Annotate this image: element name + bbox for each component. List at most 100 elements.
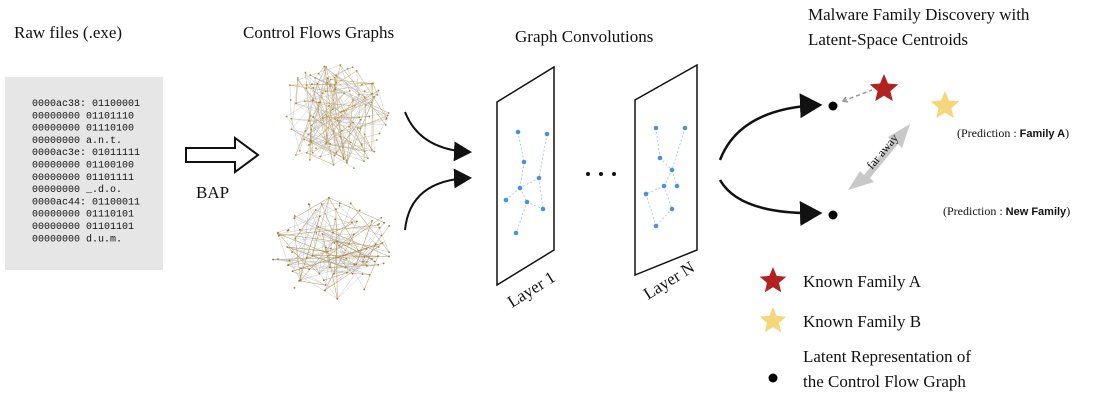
- node: [309, 159, 311, 161]
- edge: [337, 274, 362, 299]
- flow-arrow: [405, 112, 470, 152]
- latent-point: [829, 102, 838, 111]
- star: [760, 267, 787, 292]
- node: [334, 154, 336, 156]
- hex-line: 00000000 01110101: [32, 210, 134, 221]
- node: [324, 289, 326, 291]
- node: [359, 209, 361, 211]
- node: [380, 217, 382, 219]
- node: [327, 251, 329, 253]
- node: [310, 141, 312, 143]
- node: [320, 156, 322, 158]
- edge: [366, 95, 378, 105]
- bap-arrow: [186, 138, 258, 172]
- node: [325, 90, 327, 92]
- conv-title: Graph Convolutions: [515, 27, 653, 46]
- legend-label: Latent Representation of: [803, 347, 971, 366]
- node: [347, 68, 349, 70]
- node: [312, 152, 314, 154]
- node: [312, 254, 314, 256]
- node: [346, 272, 348, 274]
- node: [333, 273, 335, 275]
- node: [294, 287, 296, 289]
- node: [298, 280, 300, 282]
- node: [306, 84, 308, 86]
- star: [931, 91, 960, 118]
- raw-title: Raw files (.exe): [14, 23, 122, 42]
- layer-node: [518, 186, 523, 191]
- edge: [291, 129, 353, 168]
- latent-point: [829, 211, 838, 220]
- hex-line: 0000ac3e: 01011111: [32, 148, 140, 159]
- hex-line: 00000000 01110100: [32, 124, 134, 135]
- edge: [292, 271, 325, 285]
- node: [350, 142, 352, 144]
- node: [289, 84, 291, 86]
- node: [315, 232, 317, 234]
- hex-line: 00000000 _.d.o.: [32, 184, 122, 196]
- node: [305, 130, 307, 132]
- near-arrow: [843, 90, 872, 101]
- node: [306, 152, 308, 154]
- prediction-prefix: (Prediction :: [957, 126, 1017, 140]
- cfg-graph: [272, 197, 390, 300]
- node: [380, 235, 382, 237]
- node: [286, 246, 288, 248]
- node: [342, 146, 344, 148]
- node: [277, 258, 279, 260]
- node: [308, 120, 310, 122]
- edge: [294, 198, 329, 218]
- cfg-graph: [286, 64, 390, 169]
- layer-node: [662, 184, 667, 189]
- legend-label: Known Family A: [803, 272, 922, 291]
- node: [334, 242, 336, 244]
- node: [306, 257, 308, 259]
- node: [309, 115, 311, 117]
- node: [339, 202, 341, 204]
- node: [318, 273, 320, 275]
- node: [356, 221, 358, 223]
- node: [388, 112, 390, 114]
- node: [366, 265, 368, 267]
- node: [367, 157, 369, 159]
- node: [387, 115, 389, 117]
- layer-node: [537, 176, 542, 181]
- node: [325, 143, 327, 145]
- node: [305, 88, 307, 90]
- hex-line: 0000ac38: 01100001: [32, 99, 140, 110]
- layer-panel: [497, 67, 554, 285]
- edge: [364, 256, 378, 289]
- layer-node: [545, 132, 550, 137]
- node: [383, 263, 385, 265]
- layer-node: [654, 126, 659, 131]
- node: [295, 154, 297, 156]
- node: [288, 229, 290, 231]
- node: [356, 70, 358, 72]
- hex-line: 00000000 01101111: [32, 173, 134, 184]
- node: [328, 105, 330, 107]
- node: [354, 105, 356, 107]
- layer-node: [670, 168, 675, 173]
- node: [332, 232, 334, 234]
- flow-arrow: [720, 105, 820, 160]
- node: [374, 261, 376, 263]
- node: [341, 115, 343, 117]
- node: [325, 284, 327, 286]
- node: [322, 117, 324, 119]
- layer-node: [525, 200, 530, 205]
- discovery-title: Latent-Space Centroids: [808, 30, 968, 49]
- node: [304, 100, 306, 102]
- node: [317, 226, 319, 228]
- edge: [347, 249, 367, 273]
- node: [330, 79, 332, 81]
- node: [333, 77, 335, 79]
- node: [343, 110, 345, 112]
- node: [307, 133, 309, 135]
- layer-node: [504, 198, 509, 203]
- node: [363, 160, 365, 162]
- node: [361, 143, 363, 145]
- legend-dot: [769, 374, 778, 383]
- node: [371, 83, 373, 85]
- node: [290, 99, 292, 101]
